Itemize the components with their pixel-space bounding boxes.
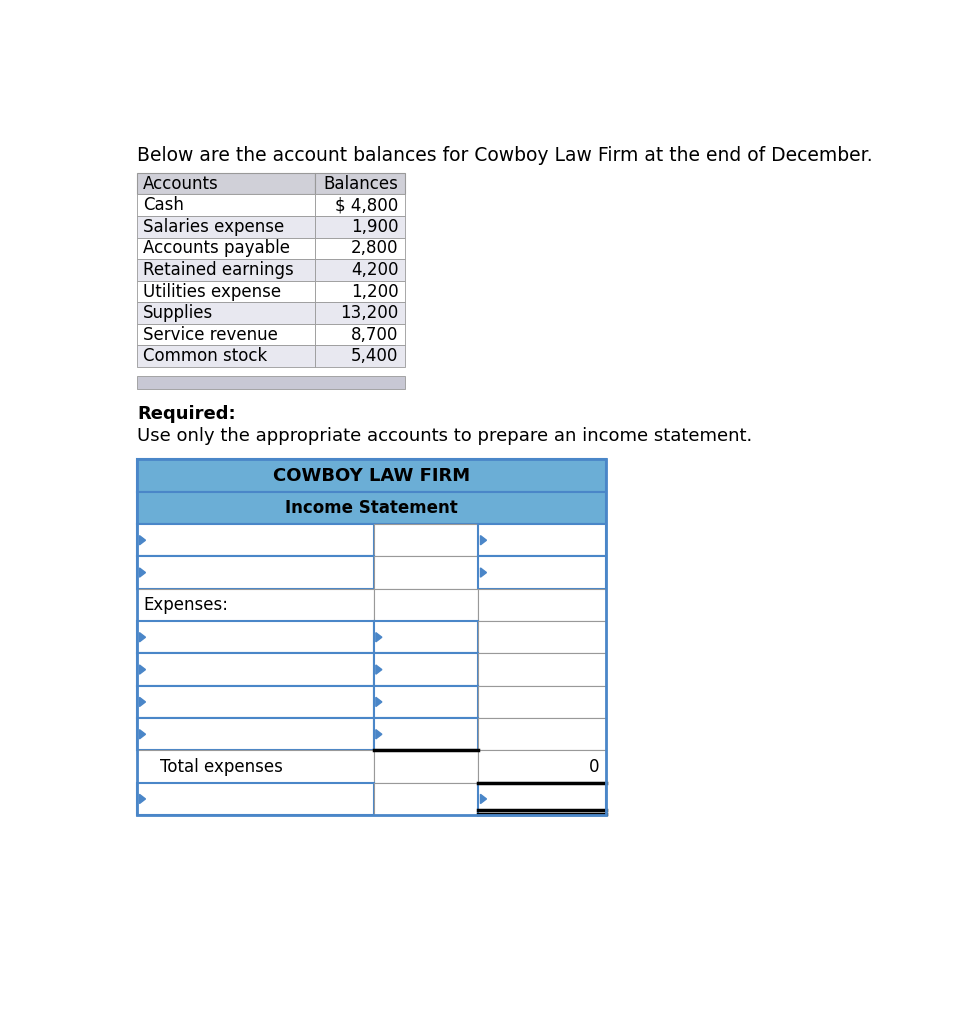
Text: Salaries expense: Salaries expense <box>143 218 284 236</box>
FancyBboxPatch shape <box>374 524 478 556</box>
FancyBboxPatch shape <box>374 751 478 782</box>
FancyBboxPatch shape <box>374 718 478 751</box>
FancyBboxPatch shape <box>315 216 405 238</box>
FancyBboxPatch shape <box>137 460 606 492</box>
FancyBboxPatch shape <box>374 589 478 622</box>
FancyBboxPatch shape <box>137 302 315 324</box>
Polygon shape <box>481 568 486 578</box>
Polygon shape <box>139 665 146 674</box>
Text: Cash: Cash <box>143 197 184 214</box>
Text: Balances: Balances <box>323 175 398 193</box>
Text: Total expenses: Total expenses <box>161 758 283 775</box>
FancyBboxPatch shape <box>137 622 374 653</box>
FancyBboxPatch shape <box>137 324 315 345</box>
FancyBboxPatch shape <box>478 718 606 751</box>
FancyBboxPatch shape <box>374 622 478 653</box>
Text: Required:: Required: <box>137 406 235 424</box>
FancyBboxPatch shape <box>315 281 405 302</box>
Text: 2,800: 2,800 <box>351 240 398 257</box>
FancyBboxPatch shape <box>478 782 606 815</box>
FancyBboxPatch shape <box>315 345 405 367</box>
FancyBboxPatch shape <box>137 718 374 751</box>
FancyBboxPatch shape <box>137 589 374 622</box>
FancyBboxPatch shape <box>137 345 315 367</box>
FancyBboxPatch shape <box>478 686 606 718</box>
FancyBboxPatch shape <box>315 302 405 324</box>
FancyBboxPatch shape <box>478 556 606 589</box>
FancyBboxPatch shape <box>137 259 315 281</box>
Polygon shape <box>139 795 146 804</box>
Polygon shape <box>139 536 146 545</box>
Text: Retained earnings: Retained earnings <box>143 261 294 279</box>
Text: Income Statement: Income Statement <box>285 499 458 517</box>
FancyBboxPatch shape <box>137 686 374 718</box>
FancyBboxPatch shape <box>137 281 315 302</box>
Text: 4,200: 4,200 <box>351 261 398 279</box>
Text: Accounts payable: Accounts payable <box>143 240 290 257</box>
Text: Service revenue: Service revenue <box>143 326 278 344</box>
FancyBboxPatch shape <box>315 195 405 216</box>
FancyBboxPatch shape <box>478 622 606 653</box>
Text: 0: 0 <box>590 758 599 775</box>
FancyBboxPatch shape <box>478 589 606 622</box>
FancyBboxPatch shape <box>315 238 405 259</box>
FancyBboxPatch shape <box>137 173 315 195</box>
Text: Accounts: Accounts <box>143 175 219 193</box>
Text: Below are the account balances for Cowboy Law Firm at the end of December.: Below are the account balances for Cowbo… <box>137 146 873 165</box>
Polygon shape <box>139 568 146 578</box>
Text: 1,900: 1,900 <box>351 218 398 236</box>
FancyBboxPatch shape <box>478 524 606 556</box>
FancyBboxPatch shape <box>374 556 478 589</box>
FancyBboxPatch shape <box>374 686 478 718</box>
FancyBboxPatch shape <box>137 653 374 686</box>
Text: Expenses:: Expenses: <box>143 596 229 614</box>
Text: Common stock: Common stock <box>143 347 268 366</box>
FancyBboxPatch shape <box>137 238 315 259</box>
FancyBboxPatch shape <box>137 751 374 782</box>
Polygon shape <box>139 730 146 739</box>
Polygon shape <box>376 665 381 674</box>
FancyBboxPatch shape <box>478 653 606 686</box>
FancyBboxPatch shape <box>315 324 405 345</box>
Polygon shape <box>481 795 486 804</box>
Text: 8,700: 8,700 <box>351 326 398 344</box>
Text: 13,200: 13,200 <box>340 304 398 323</box>
Polygon shape <box>376 697 381 707</box>
Polygon shape <box>376 633 381 642</box>
FancyBboxPatch shape <box>137 492 606 524</box>
Polygon shape <box>139 633 146 642</box>
Text: 1,200: 1,200 <box>350 283 398 300</box>
FancyBboxPatch shape <box>137 216 315 238</box>
FancyBboxPatch shape <box>137 195 315 216</box>
Text: Supplies: Supplies <box>143 304 214 323</box>
FancyBboxPatch shape <box>137 524 374 556</box>
FancyBboxPatch shape <box>315 259 405 281</box>
Text: 5,400: 5,400 <box>351 347 398 366</box>
FancyBboxPatch shape <box>374 782 478 815</box>
Text: $ 4,800: $ 4,800 <box>335 197 398 214</box>
FancyBboxPatch shape <box>374 653 478 686</box>
Polygon shape <box>139 697 146 707</box>
FancyBboxPatch shape <box>137 376 405 388</box>
FancyBboxPatch shape <box>137 782 374 815</box>
Text: Utilities expense: Utilities expense <box>143 283 281 300</box>
FancyBboxPatch shape <box>315 173 405 195</box>
FancyBboxPatch shape <box>137 556 374 589</box>
Text: COWBOY LAW FIRM: COWBOY LAW FIRM <box>273 467 470 484</box>
Polygon shape <box>481 536 486 545</box>
Text: Use only the appropriate accounts to prepare an income statement.: Use only the appropriate accounts to pre… <box>137 427 752 445</box>
FancyBboxPatch shape <box>478 751 606 782</box>
Polygon shape <box>376 730 381 739</box>
